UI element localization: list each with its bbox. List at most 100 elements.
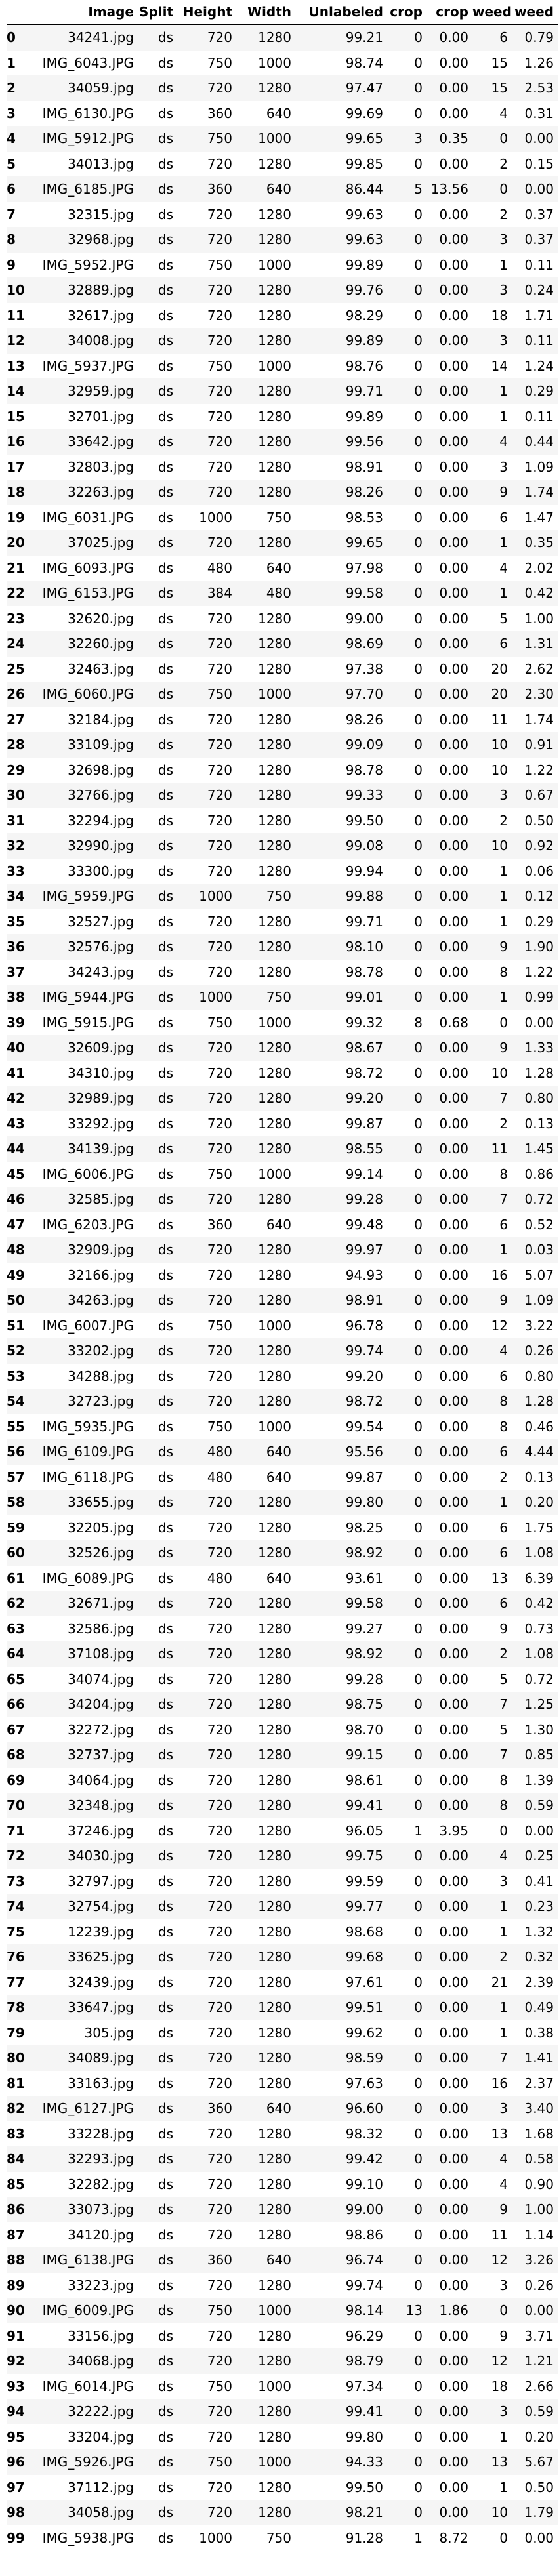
table-cell: 0.29 — [524, 913, 554, 930]
table-cell: 6 — [499, 30, 508, 46]
table-cell: 20 — [491, 661, 508, 677]
table-cell: IMG_6031.JPG — [42, 509, 134, 525]
table-row: 41 34310.jpg ds 720 1280 98.72 0 0.00 10 1.28 — [7, 1061, 558, 1086]
table-row: 6 IMG_6185.JPG ds 360 640 86.44 5 13.56 0 0.00 — [7, 176, 558, 202]
table-cell: 3 — [414, 131, 423, 147]
table-cell: ds — [157, 54, 173, 71]
table-cell: 0.06 — [524, 863, 554, 879]
table-row: 80 34089.jpg ds 720 1280 98.59 0 0.00 7 1.41 — [7, 2045, 558, 2071]
table-cell: 32585.jpg — [68, 1191, 134, 1208]
table-cell: 32205.jpg — [68, 1519, 134, 1536]
table-cell: 8 — [499, 1772, 508, 1788]
table-cell: 0 — [499, 131, 508, 147]
table-cell: 720 — [207, 1545, 232, 1561]
table-cell: 1 — [499, 535, 508, 551]
table-cell: ds — [157, 1216, 173, 1233]
table-cell: 1280 — [258, 838, 291, 854]
row-index: 42 — [7, 1090, 25, 1107]
table-cell: IMG_6130.JPG — [42, 105, 134, 121]
table-row: 36 32576.jpg ds 720 1280 98.10 0 0.00 9 1.90 — [7, 934, 558, 960]
table-cell: 1280 — [258, 535, 291, 551]
table-cell: 0.00 — [439, 2353, 468, 2369]
table-cell: 1 — [499, 1999, 508, 2016]
table-cell: 98.78 — [345, 762, 383, 778]
table-cell: 480 — [207, 1469, 232, 1485]
table-row: 84 32293.jpg ds 720 1280 99.42 0 0.00 4 0.58 — [7, 2146, 558, 2172]
row-index: 1 — [7, 54, 16, 71]
table-cell: 99.42 — [345, 2151, 383, 2167]
table-cell: 32463.jpg — [68, 661, 134, 677]
table-cell: 0.68 — [439, 1014, 468, 1031]
table-cell: 1280 — [258, 1393, 291, 1410]
table-cell: IMG_6009.JPG — [42, 2302, 134, 2319]
table-cell: 32609.jpg — [68, 1040, 134, 1056]
table-cell: 98.69 — [345, 636, 383, 652]
table-cell: 640 — [266, 2100, 291, 2117]
table-row: 83 33228.jpg ds 720 1280 98.32 0 0.00 13 1.68 — [7, 2121, 558, 2147]
table-cell: 3 — [499, 232, 508, 248]
table-cell: 720 — [207, 1595, 232, 1612]
table-cell: 1280 — [258, 636, 291, 652]
table-cell: 96.74 — [345, 2252, 383, 2268]
column-header: Width — [236, 0, 295, 25]
table-cell: 98.91 — [345, 459, 383, 475]
table-cell: 7 — [499, 1191, 508, 1208]
table-cell: 99.75 — [345, 1848, 383, 1864]
table-cell: 1000 — [199, 509, 232, 525]
table-cell: 1280 — [258, 307, 291, 323]
row-index: 63 — [7, 1620, 25, 1637]
table-cell: 0.00 — [439, 939, 468, 955]
table-row: 92 34068.jpg ds 720 1280 98.79 0 0.00 12 1.21 — [7, 2348, 558, 2374]
row-index: 71 — [7, 1822, 25, 1839]
table-cell: 0.00 — [439, 155, 468, 172]
table-cell: ds — [157, 913, 173, 930]
row-index: 81 — [7, 2075, 25, 2091]
table-cell: 0.00 — [439, 1772, 468, 1788]
table-row: 70 32348.jpg ds 720 1280 99.41 0 0.00 8 0.59 — [7, 1793, 558, 1818]
table-cell: 480 — [266, 585, 291, 602]
table-cell: 1.47 — [524, 509, 554, 525]
table-cell: 0 — [414, 358, 423, 374]
row-index: 12 — [7, 333, 25, 349]
table-cell: 1000 — [258, 2302, 291, 2319]
table-cell: 32766.jpg — [68, 787, 134, 804]
table-cell: ds — [157, 661, 173, 677]
table-cell: 1280 — [258, 2201, 291, 2218]
table-cell: 1280 — [258, 1797, 291, 1814]
row-index: 44 — [7, 1141, 25, 1157]
table-cell: ds — [157, 2529, 173, 2546]
table-cell: 1.31 — [524, 636, 554, 652]
table-cell: IMG_5912.JPG — [42, 131, 134, 147]
table-cell: 99.80 — [345, 2428, 383, 2445]
table-cell: 720 — [207, 30, 232, 46]
table-row: 33 33300.jpg ds 720 1280 99.94 0 0.00 1 0.06 — [7, 859, 558, 884]
table-row: 63 32586.jpg ds 720 1280 99.27 0 0.00 9 0.73 — [7, 1616, 558, 1642]
table-cell: 8 — [499, 1418, 508, 1435]
table-cell: 5.67 — [524, 2454, 554, 2470]
table-cell: 32889.jpg — [68, 282, 134, 298]
table-cell: 0 — [414, 1267, 423, 1283]
table-cell: 720 — [207, 1898, 232, 1915]
column-header: crop — [387, 0, 426, 25]
table-cell: 720 — [207, 1494, 232, 1511]
table-cell: 0 — [414, 1292, 423, 1309]
table-cell: 20 — [491, 686, 508, 703]
row-index: 30 — [7, 787, 25, 804]
table-cell: 1 — [499, 2428, 508, 2445]
table-cell: 32315.jpg — [68, 206, 134, 222]
table-cell: 0 — [414, 1469, 423, 1485]
table-cell: 6 — [499, 1444, 508, 1460]
table-cell: 720 — [207, 307, 232, 323]
table-cell: 0 — [414, 2428, 423, 2445]
row-index: 64 — [7, 1646, 25, 1662]
table-cell: 0.35 — [524, 535, 554, 551]
table-cell: 720 — [207, 1646, 232, 1662]
table-cell: 1.09 — [524, 1292, 554, 1309]
table-cell: 1280 — [258, 1519, 291, 1536]
row-index: 18 — [7, 484, 25, 501]
table-cell: 0 — [499, 1014, 508, 1031]
table-row: 79 305.jpg ds 720 1280 99.62 0 0.00 1 0.38 — [7, 2020, 558, 2046]
table-cell: 1280 — [258, 1545, 291, 1561]
table-cell: 0.35 — [439, 131, 468, 147]
table-cell: 10 — [491, 737, 508, 753]
